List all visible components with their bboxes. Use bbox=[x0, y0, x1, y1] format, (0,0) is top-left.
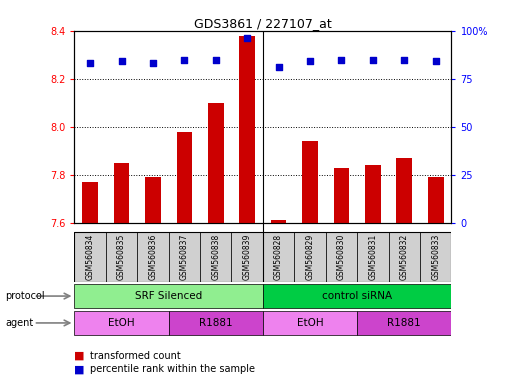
Bar bbox=[137, 232, 169, 282]
Text: SRF Silenced: SRF Silenced bbox=[135, 291, 202, 301]
Point bbox=[306, 58, 314, 65]
Bar bbox=[208, 103, 224, 223]
Point bbox=[274, 64, 283, 70]
Bar bbox=[74, 232, 106, 282]
Text: GSM560835: GSM560835 bbox=[117, 234, 126, 280]
Bar bbox=[263, 284, 451, 308]
Bar bbox=[420, 232, 451, 282]
Text: GSM560831: GSM560831 bbox=[368, 234, 378, 280]
Text: GSM560830: GSM560830 bbox=[337, 234, 346, 280]
Bar bbox=[231, 232, 263, 282]
Text: EtOH: EtOH bbox=[108, 318, 135, 328]
Point bbox=[212, 56, 220, 63]
Text: protocol: protocol bbox=[5, 291, 45, 301]
Bar bbox=[326, 232, 357, 282]
Bar bbox=[357, 232, 389, 282]
Bar bbox=[333, 167, 349, 223]
Bar bbox=[106, 232, 137, 282]
Bar bbox=[82, 182, 98, 223]
Text: EtOH: EtOH bbox=[297, 318, 323, 328]
Bar bbox=[200, 232, 231, 282]
Text: GSM560837: GSM560837 bbox=[180, 234, 189, 280]
Bar bbox=[357, 311, 451, 335]
Text: percentile rank within the sample: percentile rank within the sample bbox=[90, 364, 255, 374]
Point bbox=[86, 60, 94, 66]
Bar bbox=[365, 165, 381, 223]
Bar bbox=[114, 163, 129, 223]
Bar bbox=[389, 232, 420, 282]
Text: GSM560833: GSM560833 bbox=[431, 234, 440, 280]
Point bbox=[180, 56, 188, 63]
Bar bbox=[74, 311, 169, 335]
Text: GSM560828: GSM560828 bbox=[274, 234, 283, 280]
Bar bbox=[145, 177, 161, 223]
Bar bbox=[169, 232, 200, 282]
Text: R1881: R1881 bbox=[199, 318, 232, 328]
Text: GSM560839: GSM560839 bbox=[243, 234, 252, 280]
Bar bbox=[176, 131, 192, 223]
Text: GSM560829: GSM560829 bbox=[306, 234, 314, 280]
Text: control siRNA: control siRNA bbox=[322, 291, 392, 301]
Title: GDS3861 / 227107_at: GDS3861 / 227107_at bbox=[194, 17, 332, 30]
Text: ■: ■ bbox=[74, 364, 85, 374]
Bar bbox=[294, 232, 326, 282]
Text: GSM560838: GSM560838 bbox=[211, 234, 220, 280]
Point bbox=[338, 56, 346, 63]
Text: GSM560836: GSM560836 bbox=[148, 234, 157, 280]
Bar bbox=[74, 232, 451, 282]
Text: GSM560832: GSM560832 bbox=[400, 234, 409, 280]
Bar bbox=[263, 311, 357, 335]
Bar bbox=[74, 284, 263, 308]
Point bbox=[117, 58, 126, 65]
Point bbox=[400, 56, 408, 63]
Point bbox=[243, 35, 251, 41]
Bar bbox=[428, 177, 444, 223]
Text: R1881: R1881 bbox=[387, 318, 421, 328]
Text: transformed count: transformed count bbox=[90, 351, 181, 361]
Bar bbox=[169, 311, 263, 335]
Point bbox=[369, 56, 377, 63]
Point bbox=[431, 58, 440, 65]
Text: GSM560834: GSM560834 bbox=[86, 234, 94, 280]
Text: ■: ■ bbox=[74, 351, 85, 361]
Bar bbox=[271, 220, 286, 223]
Bar bbox=[263, 232, 294, 282]
Text: agent: agent bbox=[5, 318, 33, 328]
Bar bbox=[240, 36, 255, 223]
Point bbox=[149, 60, 157, 66]
Bar bbox=[397, 158, 412, 223]
Bar bbox=[302, 141, 318, 223]
